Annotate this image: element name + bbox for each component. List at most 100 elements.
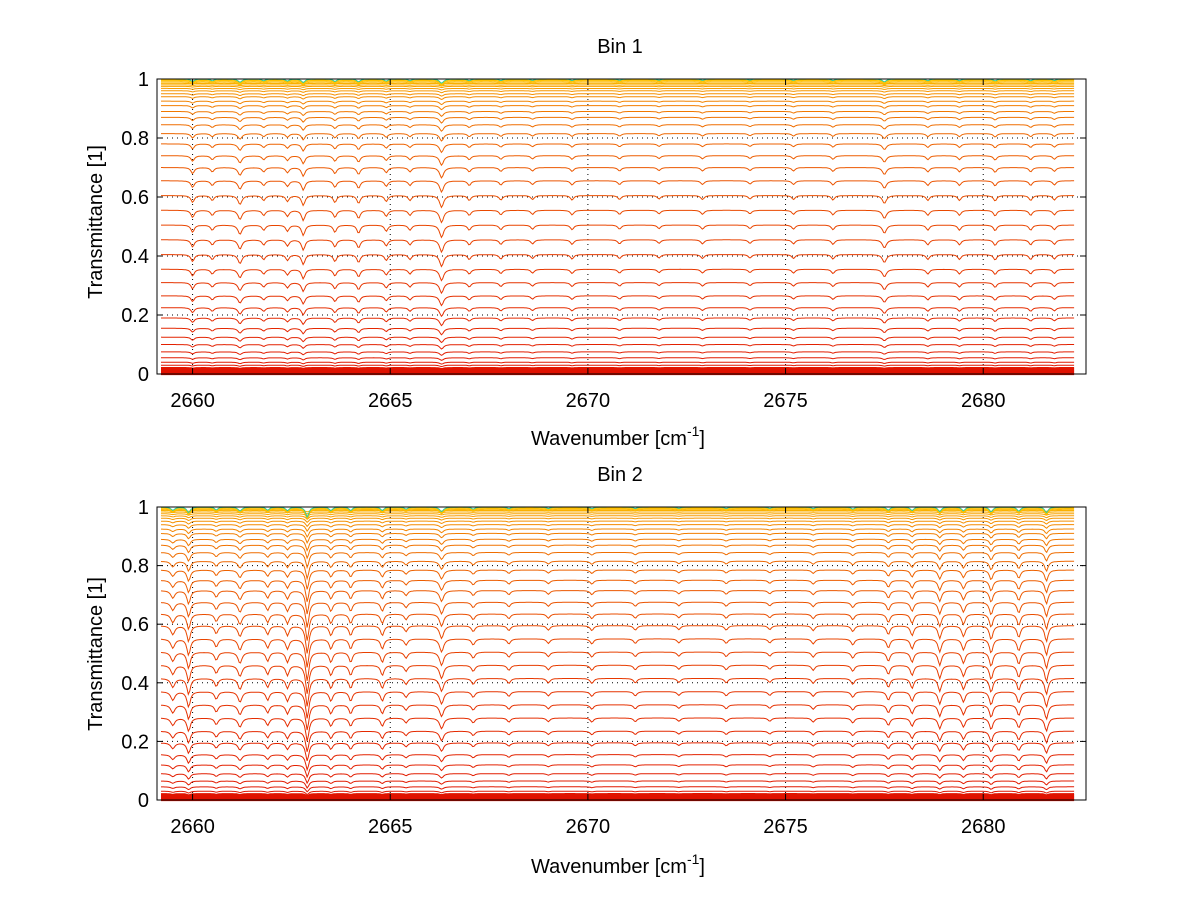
series-line (161, 105, 1075, 111)
series-line (161, 344, 1075, 350)
y-tick-label: 0.6 (121, 614, 149, 636)
series-line (161, 87, 1075, 91)
y-tick-label: 1 (138, 69, 149, 91)
y-tick-label: 0.2 (121, 305, 149, 327)
axes-frame (156, 506, 1087, 801)
series-line (160, 664, 1075, 694)
series-line (161, 81, 1075, 87)
series-line (161, 80, 1075, 86)
x-tick-label: 2665 (368, 390, 413, 412)
x-axis-label: Wavenumber [cm-1] (531, 851, 705, 878)
series-line (161, 254, 1075, 268)
series-line (161, 133, 1075, 142)
series-line (161, 511, 1075, 515)
series-line (160, 730, 1075, 752)
series-line (161, 116, 1075, 124)
series-line (161, 124, 1075, 132)
y-tick-label: 0.4 (121, 246, 149, 268)
series-line (161, 180, 1075, 194)
series-line (160, 560, 1075, 581)
x-axis-label-superscript: -1 (687, 423, 700, 439)
series-line (161, 111, 1075, 117)
y-tick-label: 0.2 (121, 731, 149, 753)
series-line (161, 82, 1075, 85)
x-axis-label: Wavenumber [cm-1] (531, 423, 705, 450)
series-line (161, 790, 1075, 796)
series-line (161, 351, 1075, 356)
series-line (161, 167, 1075, 179)
y-tick-label: 0.8 (121, 128, 149, 150)
series-line (160, 704, 1075, 731)
x-tick-label: 2680 (961, 816, 1006, 838)
series-line (161, 209, 1075, 224)
x-axis-label-superscript: -1 (687, 851, 700, 867)
series-line (160, 625, 1075, 654)
series-line (161, 513, 1075, 517)
x-tick-label: 2660 (170, 390, 215, 412)
series-line (160, 678, 1075, 707)
axis-ticks: 2660 2665 2670 2675 2680 0 0.2 0.4 0.6 0.8 1 (121, 69, 1086, 412)
series-line (160, 590, 1075, 615)
series-line (161, 85, 1075, 89)
series-line (161, 795, 1075, 800)
series-line (160, 508, 1075, 520)
series-line (161, 544, 1075, 560)
series-line (161, 195, 1075, 209)
x-tick-label: 2665 (368, 816, 413, 838)
series-line (161, 143, 1075, 154)
series-line (161, 794, 1075, 799)
series-line (160, 651, 1075, 681)
series-line (161, 327, 1075, 336)
x-axis-label-close: ] (699, 856, 705, 878)
x-axis-label-main: Wavenumber [cm (531, 428, 687, 450)
series-line (160, 336, 1075, 344)
series-line (160, 507, 1075, 519)
series-line (161, 84, 1075, 87)
axes-frame (156, 78, 1087, 375)
y-tick-label: 0 (138, 790, 149, 812)
series-line (161, 79, 1075, 85)
series-line (160, 613, 1075, 641)
x-tick-label: 2670 (566, 390, 611, 412)
y-axis-label: Transmittance [1] (85, 577, 107, 731)
series-line (161, 368, 1075, 372)
x-tick-label: 2675 (763, 816, 808, 838)
series-line (161, 742, 1075, 762)
series-line (161, 773, 1075, 785)
series-line (161, 520, 1075, 528)
x-tick-label: 2680 (961, 390, 1006, 412)
series-line (161, 780, 1075, 789)
axis-ticks: 2660 2665 2670 2675 2680 0 0.2 0.4 0.6 0.8 1 (121, 497, 1086, 838)
series-line (161, 282, 1075, 295)
chart-panel-bin-1: Bin 1 2660 2665 2670 2675 2680 0 0.2 0.4 0.6 0.8 1… (85, 36, 1087, 450)
x-tick-label: 2675 (763, 390, 808, 412)
series-line (161, 552, 1075, 570)
series-line (160, 764, 1075, 779)
series-line (161, 797, 1075, 801)
series-lines (160, 78, 1075, 376)
y-tick-label: 0.8 (121, 556, 149, 578)
series-line (161, 295, 1075, 307)
series-line (160, 532, 1075, 544)
series-line (161, 224, 1075, 239)
series-line (160, 691, 1075, 719)
series-line (161, 307, 1075, 318)
x-axis-label-main: Wavenumber [cm (531, 856, 687, 878)
series-line (161, 357, 1075, 361)
grid-lines (157, 78, 1086, 375)
series-line (161, 93, 1075, 97)
series-line (161, 96, 1075, 101)
chart-title: Bin 2 (597, 464, 643, 486)
y-tick-label: 0.4 (121, 673, 149, 695)
series-line (160, 538, 1075, 552)
series-line (161, 90, 1075, 94)
series-line (161, 508, 1075, 521)
series-line (160, 515, 1075, 520)
series-line (161, 792, 1075, 798)
series-line (161, 524, 1075, 532)
x-tick-label: 2660 (170, 816, 215, 838)
series-line (161, 786, 1075, 793)
series-line (161, 361, 1075, 365)
